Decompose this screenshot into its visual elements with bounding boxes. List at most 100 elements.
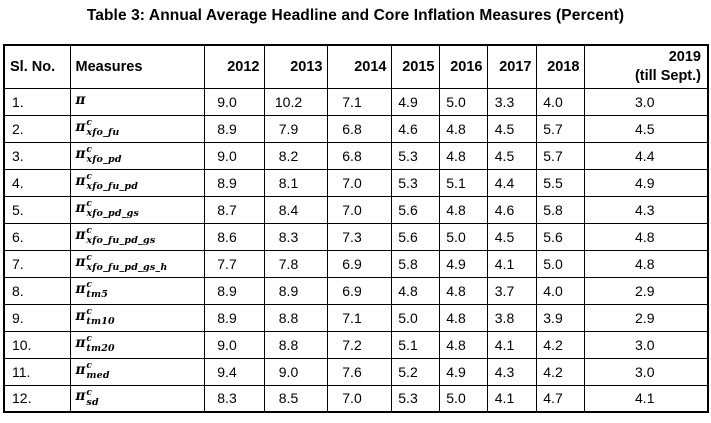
pi-symbol: π <box>75 334 86 351</box>
value-cell: 6.9 <box>326 276 392 305</box>
pi-subscript: xfo_fu_pd_gs <box>86 235 156 247</box>
pi-subscript: tm5 <box>86 289 109 301</box>
header-2016: 2016 <box>438 44 488 89</box>
pi-supsub: c tm20 <box>86 335 114 354</box>
pi-symbol: π <box>75 118 86 135</box>
pi-supsub: c tm10 <box>86 308 114 327</box>
pi-symbol: π <box>75 226 86 243</box>
table-row: 7. π c xfo_fu_pd_gs_h 7.7 7.8 6.9 5.8 4.9 4.1 5.… <box>3 249 709 278</box>
value-cell: 4.1 <box>486 330 537 359</box>
value-cell: 4.8 <box>438 114 488 143</box>
value-cell: 4.4 <box>583 141 709 170</box>
value-cell: 9.0 <box>203 330 265 359</box>
value-cell: 4.5 <box>486 222 537 251</box>
pi-symbol: π <box>75 253 86 270</box>
value-cell: 9.4 <box>203 357 265 386</box>
value-cell: 5.6 <box>535 222 585 251</box>
value-cell: 4.8 <box>390 276 440 305</box>
table-row: 9. π c tm10 8.9 8.8 7.1 5.0 4.8 3.8 3.9 2.9 <box>3 303 709 332</box>
pi-symbol: π <box>75 91 86 108</box>
value-cell: 5.0 <box>535 249 585 278</box>
value-cell: 9.0 <box>263 357 328 386</box>
value-cell: 5.3 <box>390 384 440 413</box>
value-cell: 3.9 <box>535 303 585 332</box>
value-cell: 8.1 <box>263 168 328 197</box>
value-cell: 8.5 <box>263 384 328 413</box>
pi-superscript: c <box>86 388 92 398</box>
measure-symbol: π c xfo_fu_pd_gs_h <box>76 254 168 273</box>
pi-symbol: π <box>75 145 86 162</box>
pi-superscript: c <box>86 361 92 372</box>
value-cell: 8.7 <box>203 195 265 224</box>
value-cell: 8.9 <box>203 276 265 305</box>
value-cell: 8.9 <box>203 168 265 197</box>
value-cell: 4.1 <box>486 384 537 413</box>
table-row: 8. π c tm5 8.9 8.9 6.9 4.8 4.8 3.7 4.0 2.9 <box>3 276 709 305</box>
value-cell: 3.0 <box>583 357 709 386</box>
inflation-table: Sl. No. Measures 2012 2013 2014 2015 201… <box>3 44 709 413</box>
value-cell: 5.8 <box>535 195 585 224</box>
pi-superscript: c <box>86 118 92 129</box>
measure-cell: π c xfo_fu_pd <box>69 168 205 197</box>
value-cell: 4.9 <box>390 87 440 116</box>
value-cell: 4.2 <box>535 330 585 359</box>
table-row: 6. π c xfo_fu_pd_gs 8.6 8.3 7.3 5.6 5.0 4.5 5.6 4… <box>3 222 709 251</box>
value-cell: 5.0 <box>390 303 440 332</box>
pi-symbol: π <box>75 307 86 324</box>
value-cell: 5.0 <box>438 384 488 413</box>
pi-subscript: xfo_pd <box>86 154 122 166</box>
value-cell: 4.0 <box>535 276 585 305</box>
sl-no-cell: 2. <box>3 114 71 143</box>
value-cell: 8.6 <box>203 222 265 251</box>
pi-supsub: c xfo_fu <box>86 119 119 138</box>
value-cell: 3.0 <box>583 87 709 116</box>
value-cell: 7.1 <box>326 303 392 332</box>
pi-symbol: π <box>75 280 86 297</box>
value-cell: 4.3 <box>486 357 537 386</box>
value-cell: 4.8 <box>438 195 488 224</box>
value-cell: 8.3 <box>203 384 265 413</box>
value-cell: 6.8 <box>326 114 392 143</box>
pi-subscript: xfo_fu_pd <box>86 181 139 193</box>
pi-symbol: π <box>75 361 86 378</box>
value-cell: 5.1 <box>438 168 488 197</box>
value-cell: 4.8 <box>583 249 709 278</box>
pi-supsub: c med <box>86 362 109 381</box>
value-cell: 7.3 <box>326 222 392 251</box>
table-row: 11. π c med 9.4 9.0 7.6 5.2 4.9 4.3 4.2 3.0 <box>3 357 709 386</box>
value-cell: 9.0 <box>203 141 265 170</box>
value-cell: 8.9 <box>203 303 265 332</box>
value-cell: 4.6 <box>486 195 537 224</box>
pi-symbol: π <box>75 199 86 216</box>
value-cell: 7.1 <box>326 87 392 116</box>
value-cell: 4.9 <box>583 168 709 197</box>
header-2015: 2015 <box>390 44 440 89</box>
value-cell: 4.1 <box>486 249 537 278</box>
value-cell: 7.7 <box>203 249 265 278</box>
value-cell: 7.0 <box>326 168 392 197</box>
value-cell: 9.0 <box>203 87 265 116</box>
measure-cell: π c xfo_fu_pd_gs <box>69 222 205 251</box>
value-cell: 3.8 <box>486 303 537 332</box>
pi-supsub: c xfo_fu_pd <box>86 173 138 192</box>
value-cell: 7.0 <box>326 384 392 413</box>
value-cell: 3.0 <box>583 330 709 359</box>
measure-symbol: π c xfo_fu <box>76 119 120 138</box>
pi-supsub: c xfo_fu_pd_gs <box>86 227 155 246</box>
pi-subscript: tm10 <box>86 316 115 328</box>
measure-symbol: π c xfo_pd <box>76 146 122 165</box>
value-cell: 5.0 <box>438 87 488 116</box>
measure-symbol: π c tm10 <box>76 308 115 327</box>
measure-symbol: π c xfo_fu_pd_gs <box>76 227 156 246</box>
pi-symbol: π <box>75 172 86 189</box>
value-cell: 8.9 <box>203 114 265 143</box>
measure-cell: π c tm10 <box>69 303 205 332</box>
value-cell: 3.7 <box>486 276 537 305</box>
pi-supsub: c xfo_pd_gs <box>86 200 139 219</box>
value-cell: 3.3 <box>486 87 537 116</box>
value-cell: 7.0 <box>326 195 392 224</box>
value-cell: 8.3 <box>263 222 328 251</box>
pi-supsub: c sd <box>86 389 98 408</box>
table-body: 1. π 9.0 10.2 7.1 4.9 5.0 3.3 4.0 3.0 2. π c xfo_… <box>3 87 709 413</box>
value-cell: 5.7 <box>535 141 585 170</box>
